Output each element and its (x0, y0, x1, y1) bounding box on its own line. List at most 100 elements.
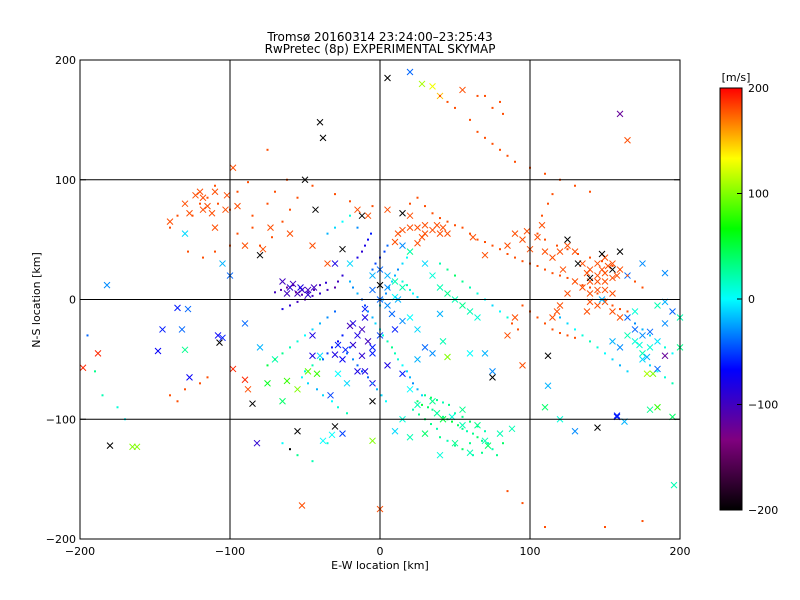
data-point-x-100 (331, 260, 339, 267)
data-point-x-106 (399, 284, 406, 291)
data-point-x-28 (259, 245, 267, 253)
data-point-x-217 (598, 266, 606, 273)
data-point-dot-428 (331, 346, 333, 349)
data-point-dot-337 (499, 100, 501, 103)
data-point-dot-381 (611, 264, 614, 267)
data-point-dot-494 (319, 284, 321, 287)
data-point-x-256 (279, 397, 286, 405)
data-point-dot-323 (484, 136, 486, 139)
data-point-dot-300 (274, 190, 276, 193)
data-point-x-281 (436, 284, 444, 291)
data-point-x-136 (474, 421, 481, 429)
x-tick-label-1: −100 (215, 545, 245, 558)
data-point-dot-415 (421, 394, 423, 397)
data-point-x-219 (613, 272, 621, 279)
data-point-x-173 (631, 326, 639, 333)
data-point-x-74 (384, 74, 391, 82)
data-point-dot-406 (386, 340, 389, 343)
data-point-dot-361 (559, 274, 561, 277)
data-point-dot-467 (374, 262, 377, 265)
data-point-dot-547 (641, 328, 644, 331)
data-point-dot-590 (506, 316, 509, 319)
data-point-x-0 (106, 442, 114, 449)
data-point-dot-420 (304, 334, 306, 337)
data-point-dot-458 (385, 292, 387, 295)
data-point-x-32 (249, 400, 256, 408)
data-point-x-170 (654, 403, 661, 411)
data-point-x-24 (174, 304, 181, 312)
data-point-dot-537 (566, 322, 569, 325)
data-point-dot-418 (319, 322, 321, 325)
data-point-x-288 (429, 350, 436, 357)
x-axis-label: E-W location [km] (331, 559, 429, 572)
data-point-x-13 (223, 191, 231, 199)
data-point-dot-509 (481, 439, 483, 442)
data-point-dot-343 (424, 205, 426, 208)
data-point-dot-394 (511, 322, 513, 325)
data-point-dot-293 (217, 202, 219, 205)
data-point-dot-414 (416, 388, 419, 391)
data-point-dot-497 (421, 403, 423, 406)
data-point-x-148 (421, 430, 429, 437)
data-point-dot-339 (491, 106, 494, 109)
data-point-dot-530 (469, 442, 471, 445)
data-point-dot-376 (556, 244, 558, 247)
data-point-x-140 (508, 425, 516, 433)
data-point-dot-445 (307, 382, 309, 385)
data-point-x-3 (79, 364, 87, 372)
data-point-x-259 (369, 344, 376, 351)
data-point-x-176 (654, 302, 661, 309)
data-point-dot-386 (521, 304, 524, 307)
data-point-dot-523 (469, 420, 471, 423)
data-point-x-240 (616, 248, 624, 255)
data-point-dot-384 (634, 280, 636, 283)
data-point-x-130 (489, 373, 496, 381)
data-point-x-10 (199, 206, 207, 214)
data-point-dot-391 (559, 332, 561, 335)
data-point-x-38 (339, 245, 346, 253)
data-point-dot-332 (589, 190, 591, 193)
data-point-x-66 (319, 437, 327, 445)
data-point-dot-583 (454, 274, 456, 277)
data-point-dot-450 (346, 412, 348, 415)
data-point-dot-475 (370, 232, 372, 235)
data-point-dot-525 (484, 430, 486, 433)
data-point-dot-335 (439, 94, 441, 97)
data-point-x-33 (253, 439, 261, 447)
data-point-dot-565 (206, 376, 209, 379)
data-point-x-263 (342, 346, 349, 354)
colorbar: 200 100 0 −100 −200 (719, 82, 778, 517)
data-point-dot-368 (611, 304, 614, 307)
data-point-x-151 (391, 427, 399, 435)
data-point-x-224 (559, 266, 567, 273)
data-point-x-234 (538, 221, 546, 229)
data-point-dot-522 (461, 415, 464, 418)
data-point-dot-417 (326, 316, 329, 319)
data-point-dot-453 (401, 262, 404, 265)
chart-title: Tromsø 20160314 23:24:00–23:25:43 (266, 30, 492, 44)
data-point-dot-479 (326, 288, 329, 291)
data-point-x-267 (211, 224, 219, 232)
colorbar-tick-label-4: −200 (748, 504, 778, 517)
y-tick-label-4: 200 (55, 54, 76, 67)
data-point-x-189 (636, 341, 643, 349)
data-point-dot-493 (313, 288, 315, 291)
data-point-dot-556 (86, 334, 89, 337)
data-point-dot-329 (544, 172, 546, 175)
data-point-x-163 (661, 352, 669, 360)
data-point-x-86 (414, 224, 421, 232)
data-point-dot-463 (409, 288, 411, 291)
data-point-x-81 (358, 212, 366, 220)
data-point-dot-519 (430, 423, 432, 426)
data-point-dot-366 (596, 292, 599, 295)
data-point-x-118 (414, 326, 421, 333)
data-point-x-57 (361, 314, 369, 321)
data-point-x-158 (613, 412, 621, 420)
data-point-dot-586 (476, 292, 479, 295)
data-point-x-250 (504, 242, 511, 249)
data-point-x-195 (594, 302, 601, 309)
data-point-x-8 (204, 202, 211, 210)
data-point-dot-358 (536, 264, 539, 267)
data-point-x-113 (384, 302, 391, 309)
data-point-dot-524 (476, 425, 479, 428)
